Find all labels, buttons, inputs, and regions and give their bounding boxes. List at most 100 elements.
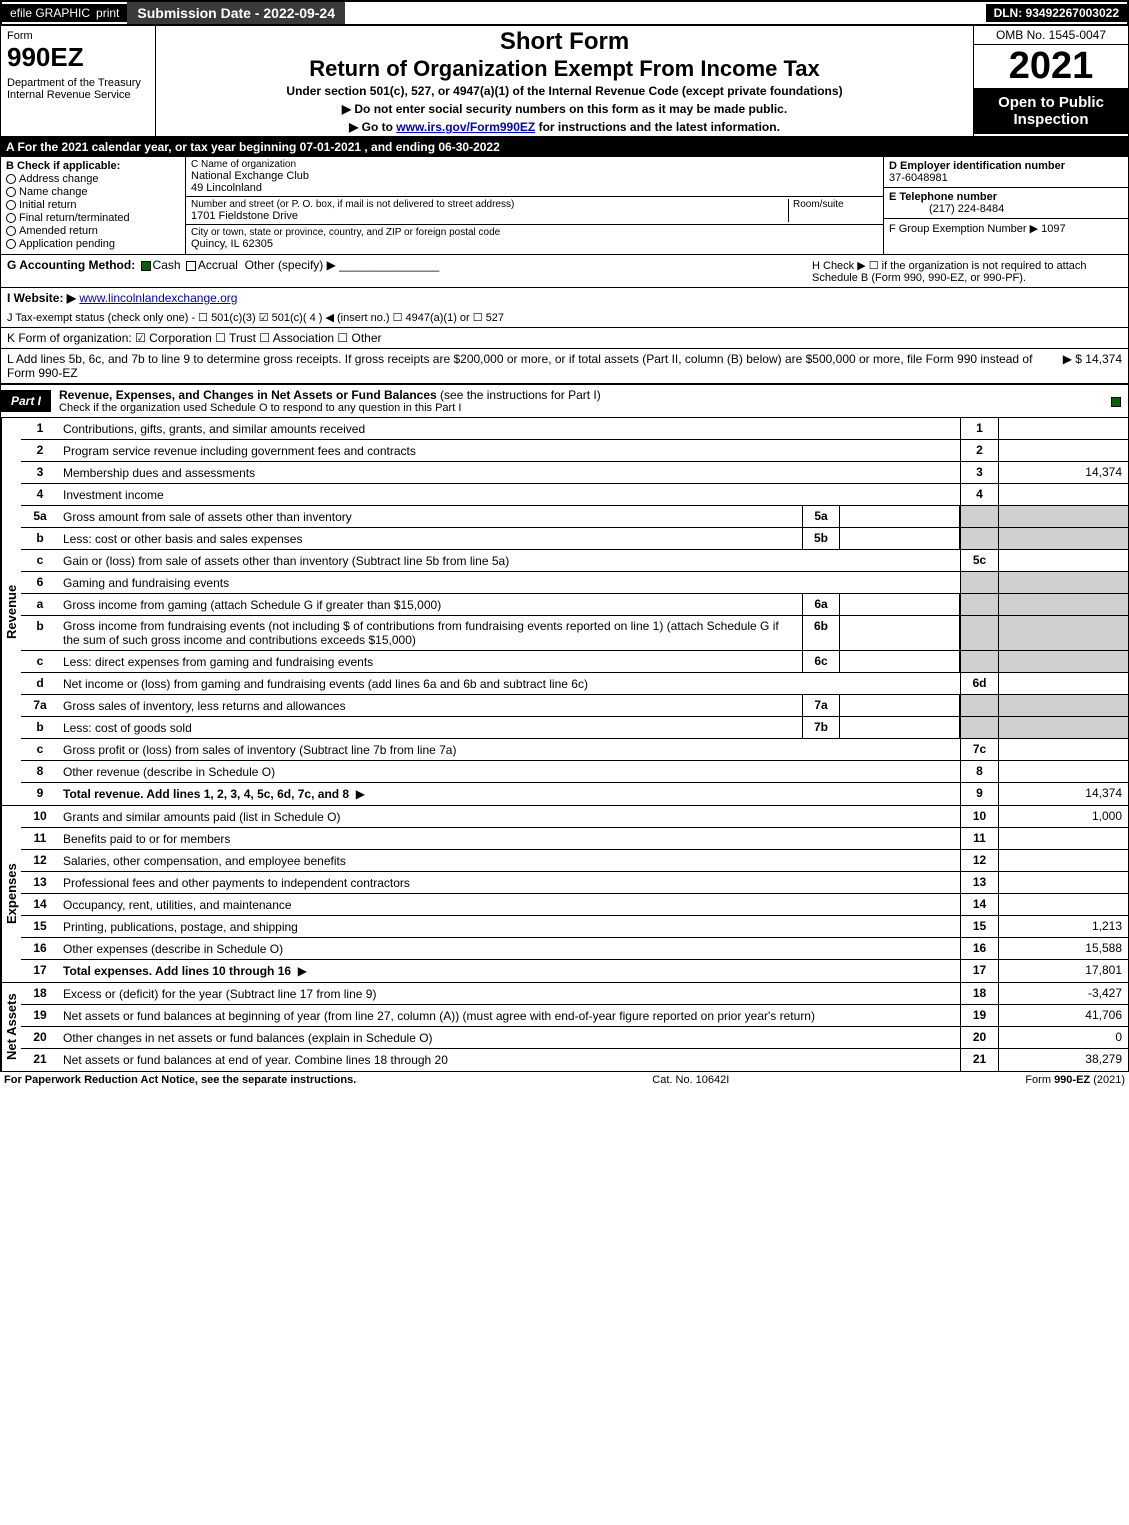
box-d: D Employer identification number 37-6048…: [883, 157, 1128, 254]
val-19: 41,706: [998, 1005, 1128, 1026]
val-7c: [998, 739, 1128, 760]
line-l-text: L Add lines 5b, 6c, and 7b to line 9 to …: [7, 352, 1063, 380]
chk-final[interactable]: Final return/terminated: [6, 212, 180, 224]
note2-post: for instructions and the latest informat…: [535, 120, 780, 134]
header-sub: Under section 501(c), 527, or 4947(a)(1)…: [162, 84, 967, 98]
box-b: B Check if applicable: Address change Na…: [1, 157, 186, 254]
val-5c: [998, 550, 1128, 571]
line-1: Contributions, gifts, grants, and simila…: [59, 418, 960, 439]
line-7a: Gross sales of inventory, less returns a…: [59, 695, 802, 716]
form-number: 990EZ: [7, 42, 149, 73]
line-l-amount: ▶ $ 14,374: [1063, 352, 1122, 366]
part1-header: Part I Revenue, Expenses, and Changes in…: [0, 384, 1129, 418]
footer-right: Form 990-EZ (2021): [1025, 1074, 1125, 1086]
line-g-other: Other (specify) ▶: [245, 258, 336, 272]
val-17: 17,801: [998, 960, 1128, 982]
net-assets-label: Net Assets: [1, 983, 21, 1071]
val-10: 1,000: [998, 806, 1128, 827]
page-footer: For Paperwork Reduction Act Notice, see …: [0, 1072, 1129, 1088]
line-21: Net assets or fund balances at end of ye…: [59, 1049, 960, 1071]
line-7c: Gross profit or (loss) from sales of inv…: [59, 739, 960, 760]
title-short-form: Short Form: [162, 28, 967, 56]
line-4: Investment income: [59, 484, 960, 505]
topbar-left: efile GRAPHIC print: [2, 4, 127, 22]
part1-schedule-o-check[interactable]: [1111, 397, 1121, 407]
submission-date: Submission Date - 2022-09-24: [127, 2, 345, 24]
val-20: 0: [998, 1027, 1128, 1048]
val-13: [998, 872, 1128, 893]
line-l: L Add lines 5b, 6c, and 7b to line 9 to …: [0, 349, 1129, 384]
val-9: 14,374: [998, 783, 1128, 805]
header-left: Form 990EZ Department of the Treasury In…: [1, 26, 156, 136]
line-14: Occupancy, rent, utilities, and maintena…: [59, 894, 960, 915]
addr-value: 1701 Fieldstone Drive: [191, 210, 788, 222]
header-center: Short Form Return of Organization Exempt…: [156, 26, 973, 136]
top-bar: efile GRAPHIC print Submission Date - 20…: [0, 0, 1129, 26]
efile-label: efile GRAPHIC: [10, 6, 90, 20]
header-note2: ▶ Go to www.irs.gov/Form990EZ for instru…: [162, 120, 967, 134]
line-3: Membership dues and assessments: [59, 462, 960, 483]
line-i-label: I Website: ▶: [7, 291, 76, 305]
title-return: Return of Organization Exempt From Incom…: [162, 56, 967, 82]
revenue-label: Revenue: [1, 418, 21, 805]
footer-mid: Cat. No. 10642I: [652, 1074, 729, 1086]
footer-left: For Paperwork Reduction Act Notice, see …: [4, 1074, 356, 1086]
room-label: Room/suite: [793, 199, 878, 210]
website-link[interactable]: www.lincolnlandexchange.org: [79, 291, 237, 305]
line-2: Program service revenue including govern…: [59, 440, 960, 461]
chk-amended[interactable]: Amended return: [6, 225, 180, 237]
net-assets-section: Net Assets 18Excess or (deficit) for the…: [0, 982, 1129, 1072]
box-c: C Name of organization National Exchange…: [186, 157, 883, 254]
line-6: Gaming and fundraising events: [59, 572, 960, 593]
val-6d: [998, 673, 1128, 694]
line-h: H Check ▶ ☐ if the organization is not r…: [812, 259, 1122, 284]
chk-cash[interactable]: [141, 261, 151, 271]
print-link[interactable]: print: [96, 6, 119, 20]
city-label: City or town, state or province, country…: [191, 227, 500, 238]
val-4: [998, 484, 1128, 505]
form-header: Form 990EZ Department of the Treasury In…: [0, 26, 1129, 137]
chk-accrual[interactable]: [186, 261, 196, 271]
line-g-label: G Accounting Method:: [7, 258, 135, 272]
form-word: Form: [7, 30, 149, 42]
header-right: OMB No. 1545-0047 2021 Open to Public In…: [973, 26, 1128, 136]
line-i: I Website: ▶ www.lincolnlandexchange.org: [0, 288, 1129, 308]
val-15: 1,213: [998, 916, 1128, 937]
open-inspection: Open to Public Inspection: [974, 88, 1128, 134]
val-16: 15,588: [998, 938, 1128, 959]
line-g-h: G Accounting Method: Cash Accrual Other …: [0, 255, 1129, 288]
line-9: Total revenue. Add lines 1, 2, 3, 4, 5c,…: [59, 783, 960, 805]
irs-link[interactable]: www.irs.gov/Form990EZ: [396, 120, 535, 134]
expenses-section: Expenses 10Grants and similar amounts pa…: [0, 805, 1129, 982]
ein-value: 37-6048981: [889, 172, 948, 184]
line-16: Other expenses (describe in Schedule O): [59, 938, 960, 959]
val-2: [998, 440, 1128, 461]
part1-tab: Part I: [1, 390, 51, 412]
line-k: K Form of organization: ☑ Corporation ☐ …: [0, 328, 1129, 349]
box-b-header: B Check if applicable:: [6, 160, 120, 172]
dln-label: DLN: 93492267003022: [986, 4, 1127, 22]
chk-address[interactable]: Address change: [6, 173, 180, 185]
line-a: A For the 2021 calendar year, or tax yea…: [0, 137, 1129, 157]
val-21: 38,279: [998, 1049, 1128, 1071]
line-17: Total expenses. Add lines 10 through 16 …: [59, 960, 960, 982]
org-name-label: C Name of organization: [191, 159, 878, 170]
tax-year: 2021: [974, 45, 1128, 88]
val-3: 14,374: [998, 462, 1128, 483]
expenses-label: Expenses: [1, 806, 21, 982]
tel-label: E Telephone number: [889, 191, 997, 203]
header-note1: ▶ Do not enter social security numbers o…: [162, 102, 967, 116]
line-18: Excess or (deficit) for the year (Subtra…: [59, 983, 960, 1004]
line-5c: Gain or (loss) from sale of assets other…: [59, 550, 960, 571]
line-10: Grants and similar amounts paid (list in…: [59, 806, 960, 827]
part1-check: Check if the organization used Schedule …: [59, 402, 1096, 414]
line-6a: Gross income from gaming (attach Schedul…: [59, 594, 802, 615]
chk-initial[interactable]: Initial return: [6, 199, 180, 211]
chk-name[interactable]: Name change: [6, 186, 180, 198]
line-11: Benefits paid to or for members: [59, 828, 960, 849]
line-6b: Gross income from fundraising events (no…: [59, 616, 802, 650]
val-14: [998, 894, 1128, 915]
chk-pending[interactable]: Application pending: [6, 238, 180, 250]
info-block: B Check if applicable: Address change Na…: [0, 157, 1129, 255]
val-12: [998, 850, 1128, 871]
